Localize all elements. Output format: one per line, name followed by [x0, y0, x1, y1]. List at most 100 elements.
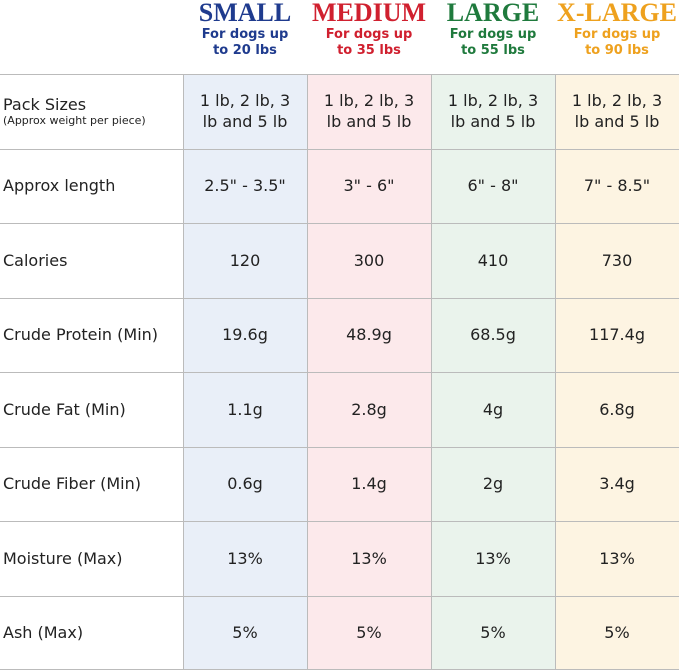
column-header: LARGE For dogs up to 55 lbs [431, 0, 555, 74]
size-subtitle: For dogs up to 55 lbs [449, 27, 537, 58]
size-subtitle: For dogs up to 35 lbs [325, 27, 413, 58]
value-cell: 6" - 8" [431, 149, 555, 224]
value-cell: 0.6g [183, 447, 307, 522]
value-cell: 1 lb, 2 lb, 3 lb and 5 lb [431, 74, 555, 149]
value-text: 68.5g [470, 325, 516, 345]
size-name: MEDIUM [311, 0, 427, 27]
label-text: Pack Sizes [3, 95, 87, 115]
value-cell: 5% [431, 596, 555, 670]
value-text: 13% [599, 548, 635, 568]
row-label: Ash (Max) [0, 596, 183, 670]
column-header: X-LARGE For dogs up to 90 lbs [555, 0, 679, 74]
value-cell: 1.4g [307, 447, 431, 522]
value-text: 6.8g [599, 399, 635, 419]
value-text: 5% [480, 623, 506, 643]
column-header: MEDIUM For dogs up to 35 lbs [307, 0, 431, 74]
row-line [0, 223, 679, 224]
value-cell: 68.5g [431, 298, 555, 373]
value-text: 1 lb, 2 lb, 3 lb and 5 lb [571, 91, 663, 132]
label-text: Crude Fat (Min) [3, 399, 126, 419]
row-label: Approx length [0, 149, 183, 224]
value-cell: 13% [555, 521, 679, 596]
value-cell: 6.8g [555, 372, 679, 447]
value-cell: 13% [183, 521, 307, 596]
value-text: 19.6g [222, 325, 268, 345]
value-cell: 730 [555, 223, 679, 298]
value-cell: 5% [307, 596, 431, 670]
label-subtext: (Approx weight per piece) [3, 114, 146, 128]
label-text: Moisture (Max) [3, 548, 123, 568]
value-text: 7" - 8.5" [583, 176, 651, 196]
row-label: Crude Protein (Min) [0, 298, 183, 373]
value-text: 48.9g [346, 325, 392, 345]
value-text: 730 [601, 250, 633, 270]
size-subtitle: For dogs up to 20 lbs [201, 27, 289, 58]
value-cell: 13% [431, 521, 555, 596]
value-cell: 13% [307, 521, 431, 596]
value-cell: 1 lb, 2 lb, 3 lb and 5 lb [555, 74, 679, 149]
value-text: 5% [232, 623, 258, 643]
row-label: Pack Sizes (Approx weight per piece) [0, 74, 183, 149]
label-text: Crude Protein (Min) [3, 325, 159, 345]
row-label: Calories [0, 223, 183, 298]
value-text: 5% [356, 623, 382, 643]
row-line [0, 372, 679, 373]
value-text: 13% [475, 548, 511, 568]
size-subtitle: For dogs up to 90 lbs [573, 27, 661, 58]
row-label: Crude Fat (Min) [0, 372, 183, 447]
size-name: LARGE [446, 0, 540, 27]
label-text: Crude Fiber (Min) [3, 474, 141, 494]
value-text: 2.8g [351, 399, 387, 419]
row-line [0, 446, 679, 448]
size-name: SMALL [198, 0, 292, 27]
value-text: 13% [351, 548, 387, 568]
value-text: 410 [477, 250, 509, 270]
value-text: 13% [227, 548, 263, 568]
column-line [183, 74, 184, 670]
value-cell: 2.5" - 3.5" [183, 149, 307, 224]
value-cell: 48.9g [307, 298, 431, 373]
value-cell: 300 [307, 223, 431, 298]
value-text: 3.4g [599, 474, 635, 494]
value-text: 117.4g [589, 325, 645, 345]
value-cell: 3.4g [555, 447, 679, 522]
value-text: 1 lb, 2 lb, 3 lb and 5 lb [199, 91, 291, 132]
row-label: Moisture (Max) [0, 521, 183, 596]
value-cell: 2g [431, 447, 555, 522]
value-cell: 2.8g [307, 372, 431, 447]
column-line [307, 74, 308, 670]
value-text: 5% [604, 623, 630, 643]
value-text: 1.4g [351, 474, 387, 494]
column-header: SMALL For dogs up to 20 lbs [183, 0, 307, 74]
value-text: 300 [353, 250, 385, 270]
row-line [0, 521, 679, 522]
value-cell: 3" - 6" [307, 149, 431, 224]
column-line [555, 74, 556, 670]
value-text: 3" - 6" [343, 176, 395, 196]
label-text: Approx length [3, 176, 116, 196]
value-text: 1 lb, 2 lb, 3 lb and 5 lb [323, 91, 415, 132]
value-cell: 410 [431, 223, 555, 298]
value-cell: 7" - 8.5" [555, 149, 679, 224]
value-cell: 1 lb, 2 lb, 3 lb and 5 lb [307, 74, 431, 149]
value-cell: 117.4g [555, 298, 679, 373]
row-line [0, 297, 679, 299]
value-cell: 1 lb, 2 lb, 3 lb and 5 lb [183, 74, 307, 149]
row-line [0, 148, 679, 150]
label-text: Ash (Max) [3, 623, 84, 643]
row-line [0, 595, 679, 597]
value-cell: 1.1g [183, 372, 307, 447]
value-text: 1.1g [227, 399, 263, 419]
value-cell: 5% [183, 596, 307, 670]
value-text: 120 [229, 250, 261, 270]
column-line [431, 74, 432, 670]
value-cell: 5% [555, 596, 679, 670]
value-text: 2g [482, 474, 504, 494]
value-text: 4g [482, 399, 504, 419]
row-line [0, 74, 679, 75]
value-text: 0.6g [227, 474, 263, 494]
value-cell: 4g [431, 372, 555, 447]
value-cell: 19.6g [183, 298, 307, 373]
label-text: Calories [3, 250, 68, 270]
